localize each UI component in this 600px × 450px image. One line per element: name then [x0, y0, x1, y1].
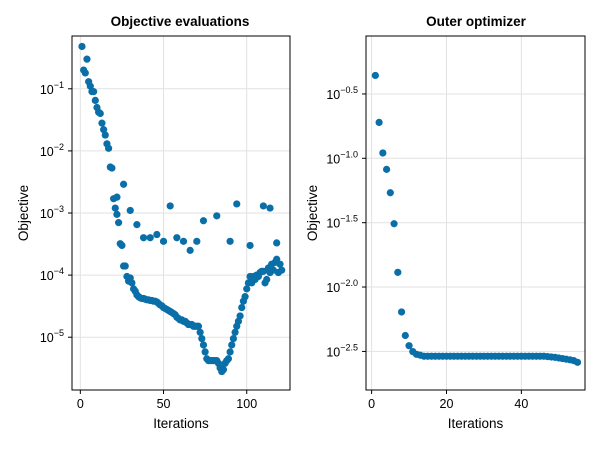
- data-point: [241, 293, 249, 301]
- data-point: [226, 237, 234, 245]
- chart-title: Objective evaluations: [111, 14, 250, 29]
- y-tick-label: 10−0.5: [326, 85, 358, 102]
- chart-title: Outer optimizer: [426, 14, 527, 29]
- data-point: [166, 202, 174, 210]
- data-point: [86, 82, 94, 90]
- data-point: [276, 260, 284, 268]
- data-point: [111, 204, 119, 212]
- y-tick-label: 10−5: [40, 328, 64, 345]
- data-point: [390, 220, 398, 228]
- data-point: [146, 234, 154, 242]
- y-tick-label: 10−3: [40, 204, 64, 221]
- data-point: [229, 334, 238, 343]
- plot-frame: [365, 35, 586, 391]
- x-tick-label: 0: [77, 397, 84, 411]
- data-point: [101, 131, 109, 139]
- data-point: [259, 202, 267, 210]
- data-point: [90, 88, 98, 96]
- data-point: [114, 219, 123, 227]
- x-axis-label: Iterations: [153, 416, 209, 431]
- data-point: [198, 334, 206, 343]
- data-point: [199, 217, 208, 225]
- data-point: [126, 206, 134, 215]
- data-point: [213, 212, 221, 220]
- data-point: [153, 230, 161, 239]
- data-point: [78, 42, 86, 51]
- data-point: [96, 109, 104, 118]
- data-point: [81, 69, 89, 77]
- data-point: [224, 355, 233, 363]
- data-point: [243, 285, 251, 293]
- x-tick-label: 40: [514, 397, 528, 411]
- data-point: [233, 200, 241, 208]
- data-point: [108, 164, 116, 172]
- data-point: [401, 331, 409, 340]
- y-tick-label: 10−1.0: [326, 149, 358, 166]
- y-tick-label: 10−2: [40, 142, 64, 159]
- x-axis-label: Iterations: [448, 416, 504, 431]
- data-point: [278, 266, 286, 274]
- data-point: [371, 71, 379, 80]
- data-point: [246, 241, 254, 250]
- data-point: [119, 180, 128, 188]
- data-point: [173, 234, 181, 242]
- x-tick-label: 0: [368, 397, 375, 411]
- data-point: [199, 341, 208, 349]
- x-tick-label: 50: [157, 397, 171, 411]
- data-point: [100, 126, 108, 134]
- data-point: [397, 308, 406, 316]
- data-point: [238, 303, 246, 312]
- data-point: [83, 55, 91, 63]
- data-point: [121, 262, 129, 270]
- chart-outer-optimizer: 0 20 40 10−0.5 10−1.0 10−1.5 10−2.0 10−2.5 Outer…: [305, 14, 586, 431]
- y-tick-label: 10−4: [40, 266, 64, 283]
- data-point: [186, 246, 194, 254]
- data-point: [236, 312, 244, 320]
- data-point: [98, 119, 106, 127]
- data-point: [375, 118, 383, 127]
- data-point: [113, 210, 121, 218]
- data-point: [193, 237, 201, 245]
- data-point: [228, 341, 236, 349]
- data-point: [263, 275, 271, 284]
- data-point: [405, 342, 413, 350]
- y-axis-label: Objective: [305, 185, 320, 241]
- y-tick-label: 10−2.5: [326, 342, 358, 359]
- data-point: [382, 165, 391, 173]
- x-tick-label: 100: [236, 397, 257, 411]
- data-point: [133, 221, 141, 229]
- data-point: [379, 149, 387, 157]
- data-point: [219, 366, 228, 374]
- data-point: [113, 193, 121, 201]
- data-point: [226, 348, 234, 356]
- x-tick-label: 20: [440, 397, 454, 411]
- data-point: [118, 241, 126, 250]
- data-point: [159, 237, 168, 245]
- data-point: [231, 328, 239, 336]
- data-point: [128, 279, 136, 287]
- data-point: [105, 144, 113, 152]
- data-point: [394, 268, 402, 276]
- data-point: [386, 189, 394, 197]
- data-point: [196, 328, 204, 336]
- data-point: [201, 348, 209, 356]
- data-point: [273, 239, 281, 247]
- chart-objective-evaluations: 0 50 100 10−1 10−2 10−3 10−4 10−5 Objective eval…: [16, 14, 291, 431]
- y-tick-label: 10−1: [40, 80, 64, 97]
- data-point: [194, 322, 203, 330]
- data-point: [573, 358, 582, 366]
- data-point: [234, 317, 243, 325]
- data-point: [139, 234, 148, 242]
- y-axis-label: Objective: [16, 185, 31, 241]
- y-tick-label: 10−1.5: [326, 214, 358, 231]
- data-point: [266, 204, 274, 212]
- data-point: [179, 237, 188, 245]
- data-point: [91, 96, 99, 105]
- y-tick-label: 10−2.0: [326, 278, 358, 295]
